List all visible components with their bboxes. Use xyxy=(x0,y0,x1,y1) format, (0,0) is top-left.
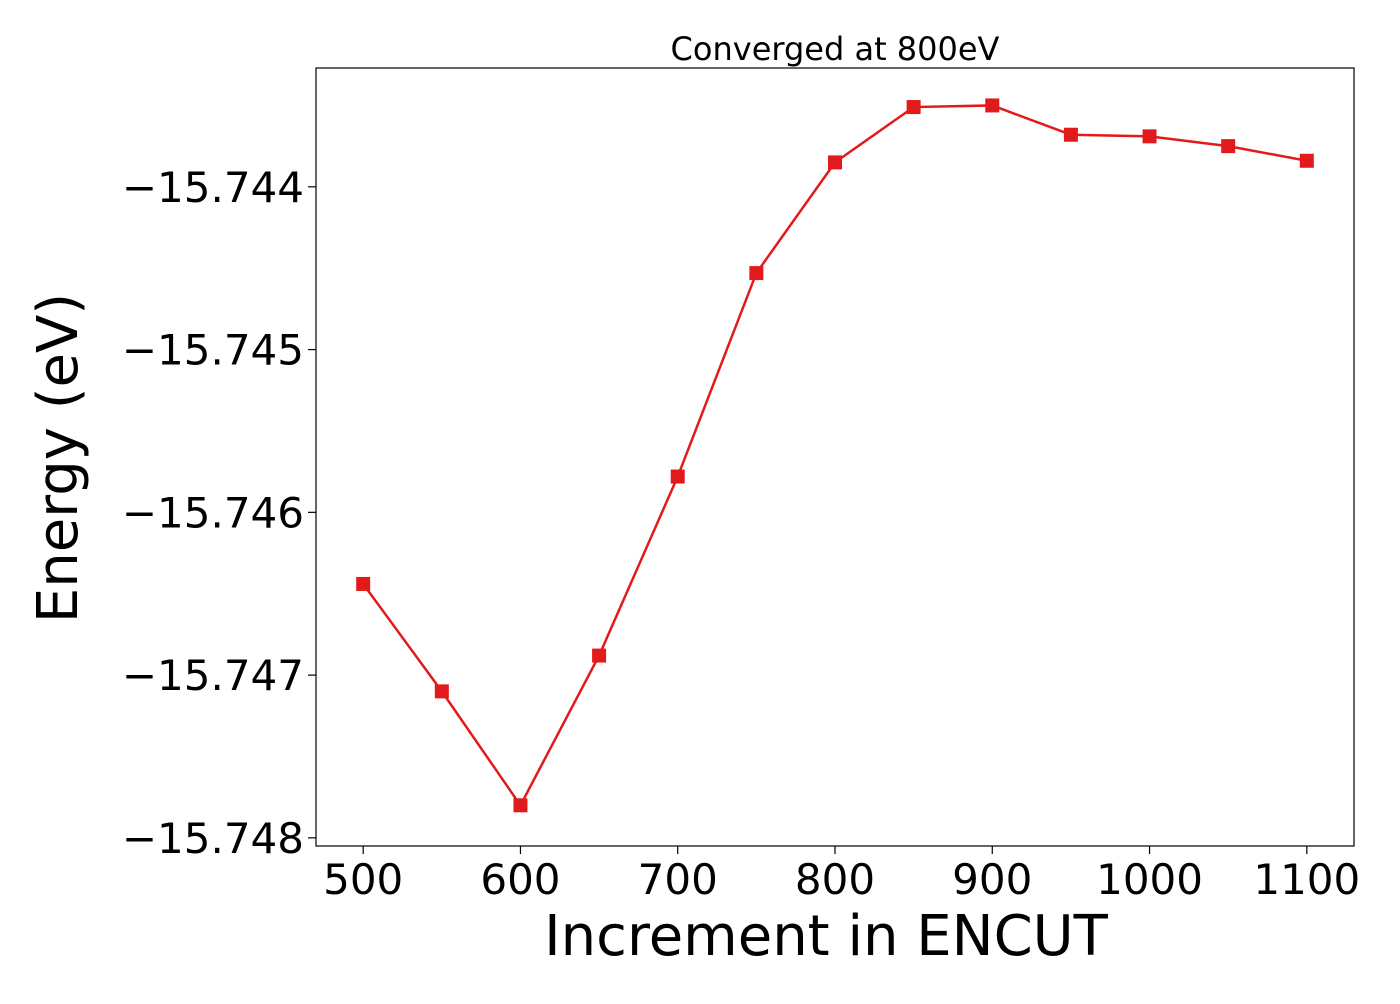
x-tick-label: 800 xyxy=(795,855,875,904)
x-tick-label: 600 xyxy=(480,855,560,904)
data-point-marker xyxy=(592,648,607,663)
data-point-marker xyxy=(513,798,528,813)
data-point-marker xyxy=(434,684,449,699)
y-axis-title: Energy (eV) xyxy=(26,293,91,623)
data-point-marker xyxy=(828,155,842,170)
x-tick-label: 700 xyxy=(638,855,718,904)
x-tick-label: 900 xyxy=(952,855,1032,904)
y-axis-ticks: −15.744 −15.745 −15.746 −15.747 −15.748 xyxy=(122,163,316,863)
series-layer xyxy=(356,98,1314,813)
data-point-marker xyxy=(1063,127,1078,142)
chart-title: Converged at 800eV xyxy=(671,30,1000,68)
x-tick-label: 1100 xyxy=(1253,855,1360,904)
data-point-marker xyxy=(1142,129,1157,144)
x-tick-label: 500 xyxy=(323,855,403,904)
x-axis-title: Increment in ENCUT xyxy=(544,904,1109,969)
data-point-marker xyxy=(1299,153,1314,168)
series-line xyxy=(362,104,1308,808)
y-tick-label: −15.748 xyxy=(122,814,304,863)
y-tick-label: −15.746 xyxy=(122,488,304,537)
y-tick-label: −15.744 xyxy=(122,163,304,212)
y-tick-label: −15.747 xyxy=(122,651,304,700)
plot-frame xyxy=(315,67,1355,847)
data-point-marker xyxy=(356,576,371,591)
data-point-marker xyxy=(1221,139,1236,154)
y-tick-label: −15.745 xyxy=(122,326,304,375)
data-point-marker xyxy=(985,98,1000,113)
data-point-marker xyxy=(670,469,685,484)
data-point-marker xyxy=(749,266,764,281)
data-point-marker xyxy=(906,100,921,115)
x-tick-label: 1000 xyxy=(1096,855,1203,904)
x-axis-ticks: 500 600 700 800 900 1000 1100 xyxy=(323,846,1360,904)
